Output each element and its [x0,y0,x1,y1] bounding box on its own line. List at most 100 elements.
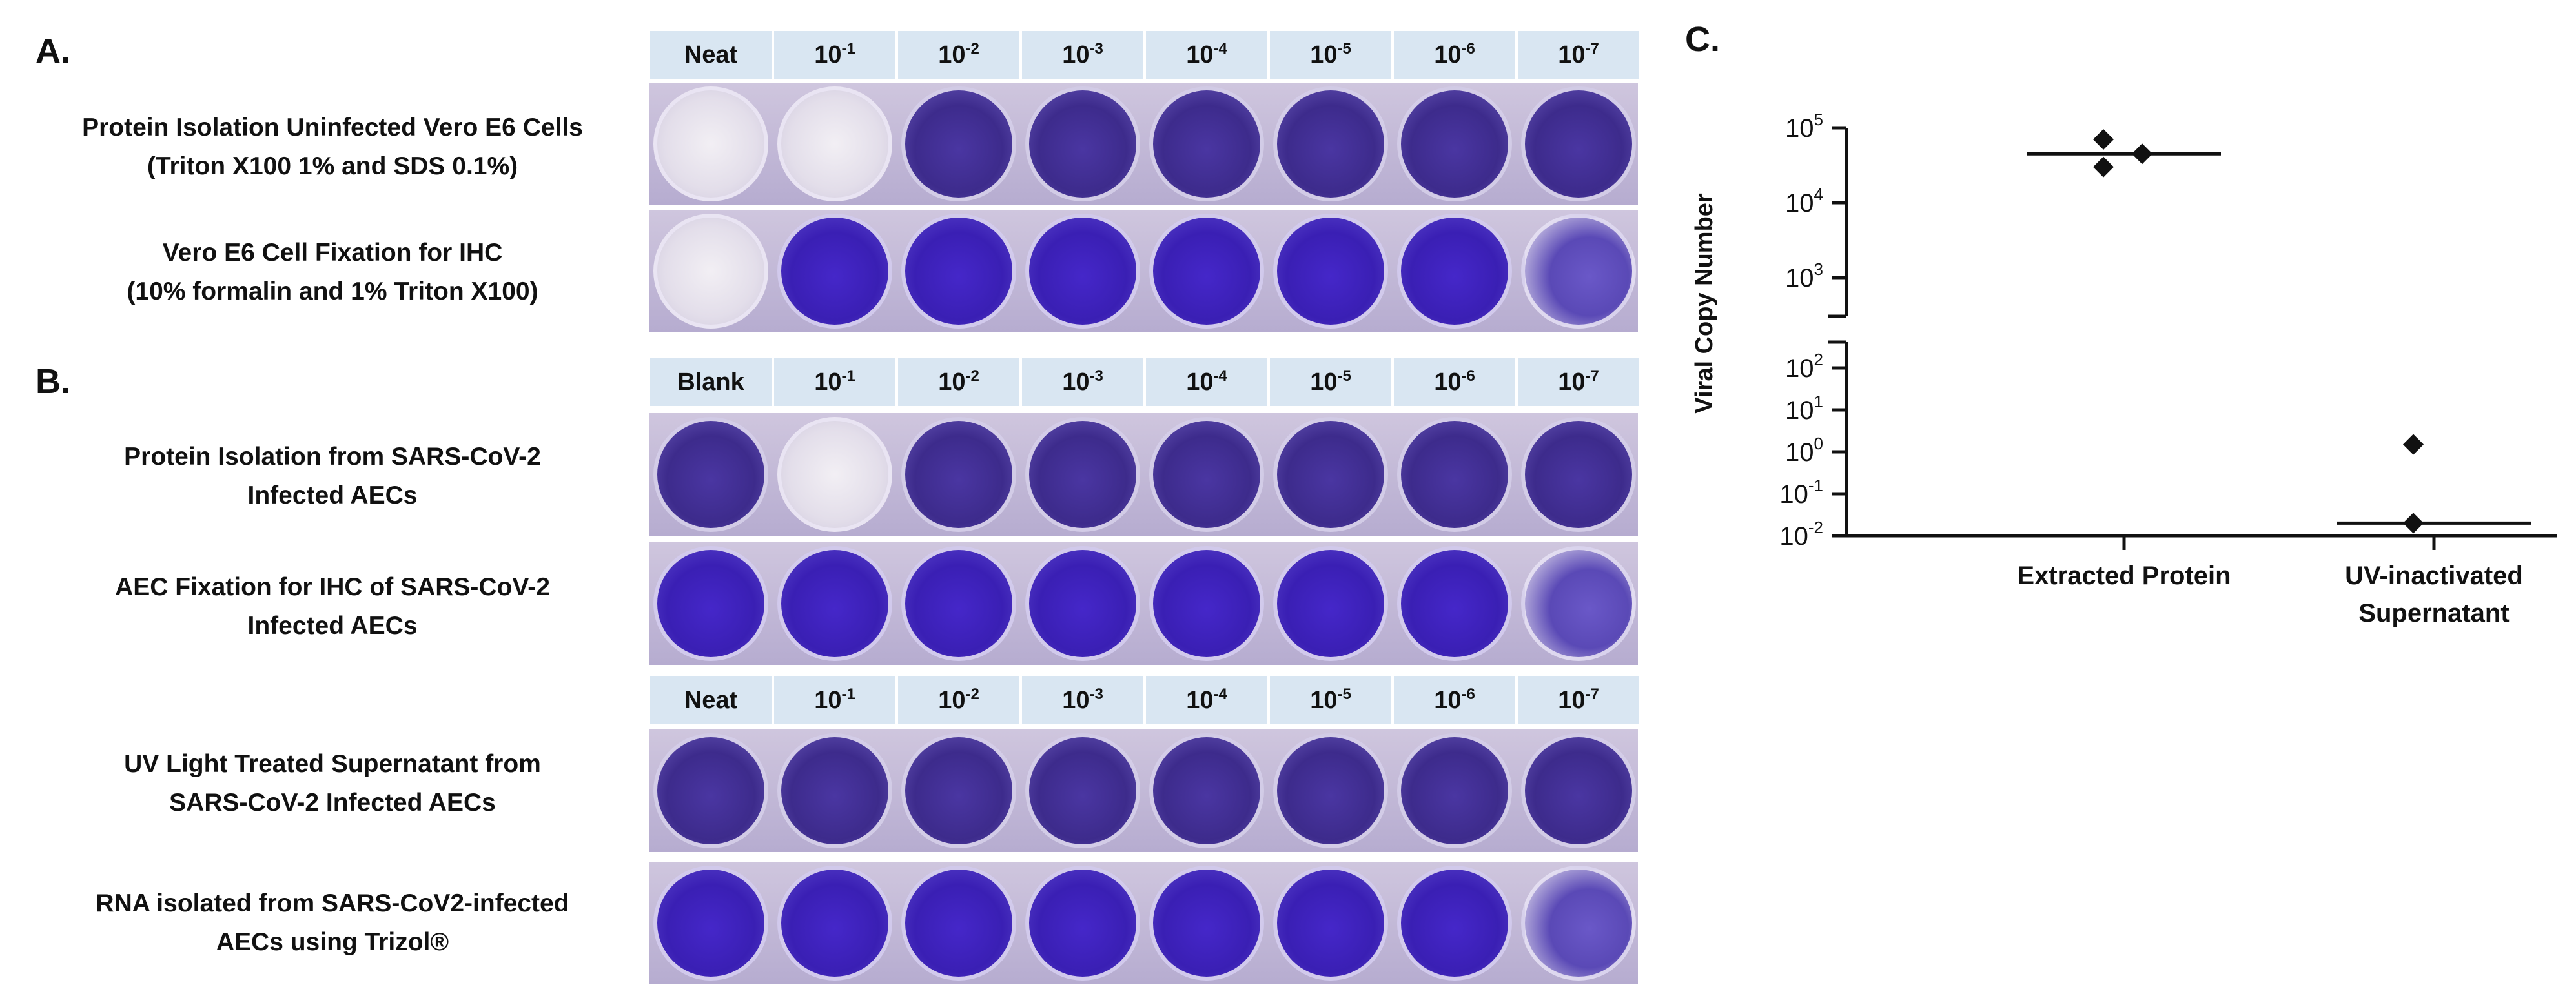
column-header-cell: 10-3 [1022,676,1143,724]
well [1273,417,1388,532]
well [1521,417,1636,532]
column-header-cell: 10-1 [774,358,895,406]
row-label: RNA isolated from SARS-CoV2-infected AECs… [96,890,569,956]
column-header-cell: 10-5 [1270,31,1391,79]
well [901,733,1016,848]
column-header-cell: 10-4 [1146,31,1267,79]
well-plate-row [649,413,1638,536]
well [1149,417,1264,532]
column-header-cell: 10-2 [898,676,1019,724]
well [777,733,892,848]
well [653,214,768,329]
well [1521,733,1636,848]
y-tick-label: 104 [1785,185,1823,218]
row-label: Protein Isolation Uninfected Vero E6 Cel… [82,114,583,180]
well [1273,86,1388,201]
well [777,86,892,201]
well [1521,866,1636,981]
y-tick-label: 100 [1785,434,1823,467]
well [1025,866,1140,981]
well [777,546,892,661]
well-plate-row [649,862,1638,984]
well [1397,214,1512,329]
row-label: AEC Fixation for IHC of SARS-CoV-2 Infect… [115,573,550,640]
column-header-cell: 10-5 [1270,676,1391,724]
well [1025,417,1140,532]
column-header-cell: 10-4 [1146,676,1267,724]
well-plate-row [649,83,1638,205]
y-tick-label: 102 [1785,350,1823,383]
well [1273,866,1388,981]
column-header-cell: 10-3 [1022,31,1143,79]
well [1397,866,1512,981]
well [1149,733,1264,848]
well [901,86,1016,201]
well [1397,733,1512,848]
well [1149,214,1264,329]
well [1149,866,1264,981]
data-point [2403,434,2424,455]
well [653,866,768,981]
well [901,417,1016,532]
panel-a-header: Neat 10-1 10-2 10-3 10-4 10-5 10-6 10-7 [649,31,1639,79]
column-header-cell: Blank [650,358,772,406]
data-point [2132,143,2152,165]
row-label: Vero E6 Cell Fixation for IHC (10% formal… [127,239,538,305]
y-tick-label: 105 [1785,110,1823,143]
panel-b-letter: B. [36,362,70,401]
column-header-cell: 10-2 [898,358,1019,406]
well [653,86,768,201]
column-header-cell: 10-4 [1146,358,1267,406]
well [901,214,1016,329]
well-plate-row [649,542,1638,665]
column-header-cell: Neat [650,31,772,79]
x-tick-label: UV-inactivated Supernatant [2345,562,2523,627]
well [1397,546,1512,661]
column-header-cell: 10-1 [774,31,895,79]
well [777,417,892,532]
column-header-cell: 10-3 [1022,358,1143,406]
well [1025,733,1140,848]
well [1273,733,1388,848]
panel-b-header-1: Blank 10-1 10-2 10-3 10-4 10-5 10-6 10-7 [649,358,1639,406]
well [1521,546,1636,661]
well [1025,86,1140,201]
y-tick-label: 103 [1785,259,1823,292]
well [1521,86,1636,201]
panel-a-letter: A. [36,32,70,70]
well [901,866,1016,981]
column-header-cell: 10-7 [1518,676,1639,724]
panel-c-letter: C. [1685,20,1720,59]
well [901,546,1016,661]
chart-ticks: 103 104 105 10-2 10-1 100 101 102 Extracted Prot… [1779,110,2522,627]
well [1521,214,1636,329]
row-label: UV Light Treated Supernatant from SARS-Co… [124,750,541,817]
x-tick-label: Extracted Protein [2017,562,2231,590]
well [1397,417,1512,532]
data-point [2093,128,2114,150]
well [1149,546,1264,661]
well-plate-row [649,729,1638,852]
well [777,214,892,329]
well [1273,546,1388,661]
row-label: Protein Isolation from SARS-CoV-2 Infecte… [124,443,541,509]
column-header-cell: Neat [650,676,772,724]
well [777,866,892,981]
well [1397,86,1512,201]
column-header-cell: 10-5 [1270,358,1391,406]
panel-b-header-2: Neat 10-1 10-2 10-3 10-4 10-5 10-6 10-7 [649,676,1639,724]
column-header-cell: 10-6 [1394,676,1515,724]
well [653,417,768,532]
chart-axes [1828,128,2557,538]
well [1149,86,1264,201]
well [1273,214,1388,329]
well [653,546,768,661]
data-point [2403,513,2424,534]
viral-copy-chart: 103 104 105 10-2 10-1 100 101 102 Extracted Prot… [1691,110,2557,627]
column-header-cell: 10-6 [1394,31,1515,79]
column-header-cell: 10-1 [774,676,895,724]
well-plate-row [649,210,1638,332]
y-tick-label: 10-1 [1779,476,1823,509]
well [1025,214,1140,329]
y-axis-label: Viral Copy Number [1691,193,1718,414]
